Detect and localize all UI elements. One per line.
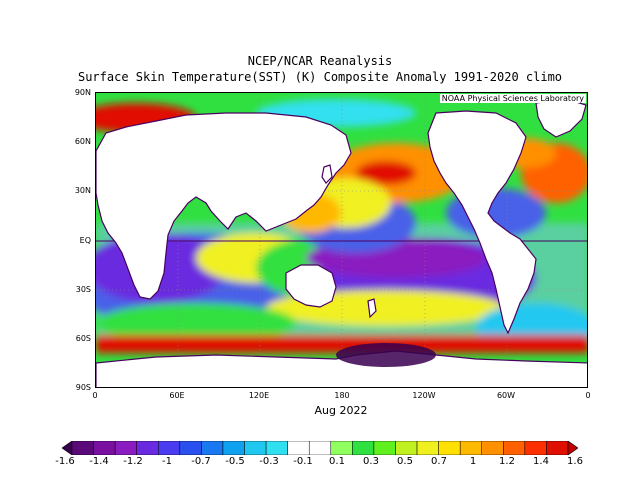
colorbar-swatch — [481, 441, 504, 455]
lat-label-30n: 30N — [74, 186, 91, 195]
colorbar-label: -0.1 — [293, 456, 313, 467]
lon-label-180: 180 — [334, 391, 350, 400]
colorbar — [62, 441, 578, 455]
colorbar-label: 1.4 — [533, 456, 549, 467]
lat-label-90n: 90N — [74, 88, 91, 97]
lat-label-30s: 30S — [75, 285, 91, 294]
colorbar-swatch — [114, 441, 137, 455]
lon-label-60e: 60E — [169, 391, 185, 400]
colorbar-label: -1 — [162, 456, 172, 467]
map-subtitle: Surface Skin Temperature(SST) (K) Compos… — [77, 70, 563, 84]
lon-label-120e: 120E — [248, 391, 270, 400]
lat-label-60s: 60S — [75, 334, 91, 343]
colorbar-swatch — [373, 441, 396, 455]
colorbar-high-arrow — [567, 441, 578, 455]
colorbar-swatch — [244, 441, 267, 455]
colorbar-label: 1.6 — [567, 456, 583, 467]
colorbar-swatch — [179, 441, 202, 455]
colorbar-label: -1.2 — [123, 456, 143, 467]
colorbar-label: 0.5 — [397, 456, 413, 467]
colorbar-swatch — [71, 441, 94, 455]
colorbar-label: -0.5 — [225, 456, 245, 467]
map-title: NCEP/NCAR Reanalysis — [247, 54, 393, 68]
map-svg — [96, 93, 587, 387]
colorbar-swatch — [459, 441, 482, 455]
landmasses — [96, 98, 587, 387]
colorbar-swatch — [503, 441, 526, 455]
colorbar-swatch — [416, 441, 439, 455]
colorbar-swatch — [438, 441, 461, 455]
colorbar-label: 1 — [469, 456, 477, 467]
colorbar-swatch — [352, 441, 375, 455]
colorbar-low-arrow — [62, 441, 73, 455]
lat-label-60n: 60N — [74, 137, 91, 146]
lat-label-90s: 90S — [75, 383, 91, 392]
colorbar-swatch — [308, 441, 332, 455]
colorbar-swatch — [93, 441, 116, 455]
colorbar-swatch — [136, 441, 159, 455]
colorbar-swatch — [546, 441, 569, 455]
land-americas — [427, 110, 537, 335]
colorbar-label: 0.1 — [329, 456, 345, 467]
colorbar-label: -1.4 — [89, 456, 109, 467]
colorbar-swatch — [524, 441, 547, 455]
date-label: Aug 2022 — [314, 404, 368, 417]
land-new-zealand — [367, 298, 377, 319]
land-australia — [285, 264, 337, 308]
colorbar-label: 0.3 — [363, 456, 379, 467]
colorbar-swatch — [201, 441, 224, 455]
credit-label: NOAA Physical Sciences Laboratory — [439, 94, 586, 103]
colorbar-swatch — [222, 441, 245, 455]
antarctic-cold-anomaly — [336, 343, 436, 367]
colorbar-label: 1.2 — [499, 456, 515, 467]
colorbar-label: -0.3 — [259, 456, 279, 467]
colorbar-label: 0.7 — [431, 456, 447, 467]
lon-label-120w: 120W — [412, 391, 436, 400]
lat-label-eq: EQ — [79, 236, 91, 245]
colorbar-swatch — [395, 441, 418, 455]
colorbar-swatch — [287, 441, 310, 455]
lon-label-60w: 60W — [496, 391, 516, 400]
colorbar-swatch — [265, 441, 288, 455]
land-eurasia-africa — [96, 112, 352, 300]
colorbar-label: -0.7 — [191, 456, 211, 467]
lon-label-0: 0 — [92, 391, 98, 400]
colorbar-swatch — [330, 441, 353, 455]
colorbar-label: -1.6 — [55, 456, 75, 467]
land-japan — [321, 164, 333, 184]
colorbar-swatch — [158, 441, 181, 455]
anomaly-map — [95, 92, 588, 388]
lon-label-0-east: 0 — [585, 391, 591, 400]
